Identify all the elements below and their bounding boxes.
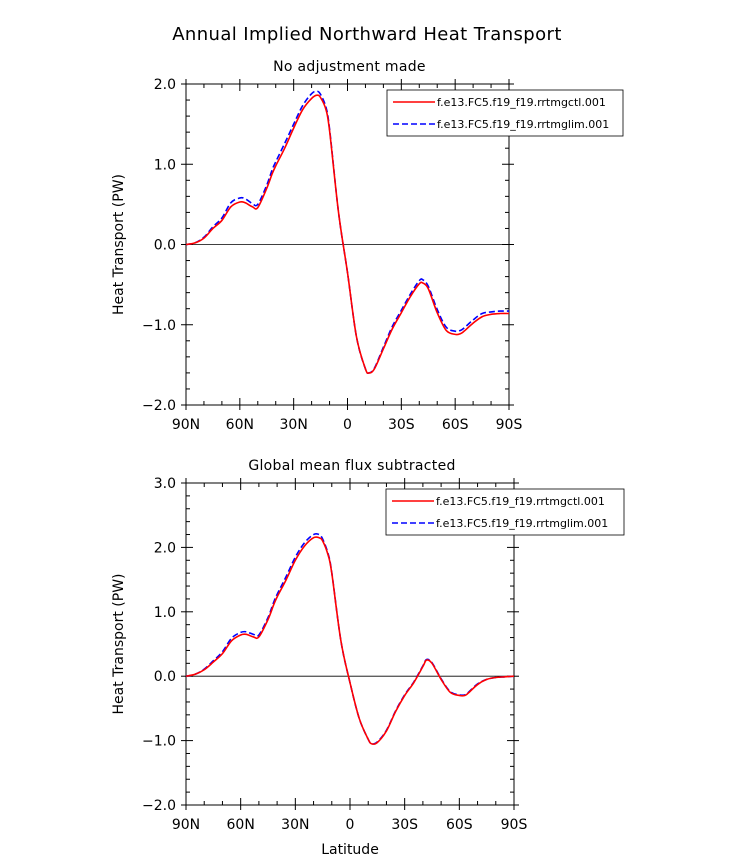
y-axis-label: Heat Transport (PW) (111, 174, 127, 315)
x-tick-label: 60N (227, 817, 255, 833)
y-tick-label: 3.0 (154, 476, 176, 492)
series-line-0 (185, 94, 510, 375)
x-tick-label: 60S (442, 417, 469, 433)
series-line-1 (185, 532, 515, 745)
x-tick-label: 30N (280, 417, 308, 433)
x-tick-label: 60N (226, 417, 254, 433)
y-tick-label: 2.0 (154, 77, 176, 93)
y-tick-label: −2.0 (142, 398, 176, 414)
panel-title: No adjustment made (273, 59, 426, 75)
x-tick-label: 90N (172, 417, 200, 433)
x-axis-label: Latitude (321, 842, 379, 858)
x-tick-label: 30S (391, 817, 418, 833)
x-tick-label: 0 (343, 417, 352, 433)
x-tick-label: 30N (281, 817, 309, 833)
series-line-0 (185, 536, 515, 746)
x-tick-label: 30S (388, 417, 415, 433)
y-tick-label: 0.0 (154, 669, 176, 685)
figure-title: Annual Implied Northward Heat Transport (172, 24, 562, 45)
legend-entry-label: f.e13.FC5.f19_f19.rrtmgctl.001 (436, 495, 605, 508)
x-tick-label: 90N (172, 817, 200, 833)
legend-entry-label: f.e13.FC5.f19_f19.rrtmglim.001 (437, 118, 609, 131)
y-tick-label: 0.0 (154, 238, 176, 254)
legend-entry-label: f.e13.FC5.f19_f19.rrtmglim.001 (436, 517, 608, 530)
y-tick-label: 2.0 (154, 540, 176, 556)
x-tick-label: 90S (496, 417, 523, 433)
y-tick-label: 1.0 (154, 605, 176, 621)
y-tick-label: −1.0 (142, 318, 176, 334)
y-tick-label: −2.0 (142, 798, 176, 814)
x-tick-label: 0 (346, 817, 355, 833)
panel-title: Global mean flux subtracted (248, 458, 455, 474)
y-tick-label: 1.0 (154, 157, 176, 173)
legend-entry-label: f.e13.FC5.f19_f19.rrtmgctl.001 (437, 96, 606, 109)
y-tick-label: −1.0 (142, 734, 176, 750)
x-tick-label: 60S (446, 817, 473, 833)
x-tick-label: 90S (501, 817, 528, 833)
series-line-1 (185, 90, 510, 375)
y-axis-label: Heat Transport (PW) (111, 573, 127, 714)
legend-box (386, 89, 624, 137)
legend-box (385, 488, 625, 536)
